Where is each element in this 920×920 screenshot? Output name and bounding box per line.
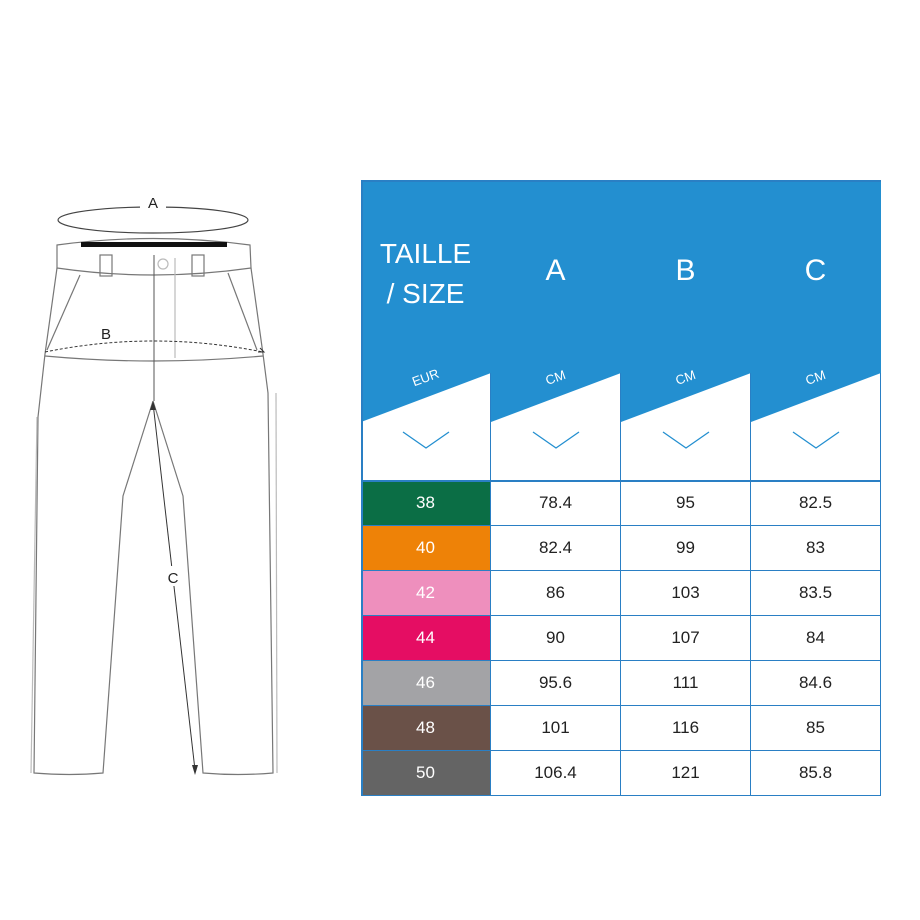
left-pocket (46, 274, 81, 351)
belt-loop-left (99, 254, 113, 277)
label-b: B (101, 326, 111, 343)
table-row: 46 95.6 111 84.6 (361, 661, 881, 706)
measure-b-line (44, 340, 264, 353)
label-c: C (168, 570, 179, 587)
size-cell: 46 (361, 661, 491, 706)
size-cell: 40 (361, 526, 491, 571)
table-row: 42 86 103 83.5 (361, 571, 881, 616)
table-row: 44 90 107 84 (361, 616, 881, 661)
column-title: B (675, 254, 696, 287)
button (157, 258, 169, 270)
waist-bar (81, 242, 227, 247)
measure-cell-b: 99 (621, 526, 751, 571)
chevron-down-icon (792, 431, 840, 449)
chevron-down-icon (402, 431, 450, 449)
size-cell: 42 (361, 571, 491, 616)
measure-cell-a: 95.6 (491, 661, 621, 706)
chevron-down-icon (532, 431, 580, 449)
size-cell: 48 (361, 706, 491, 751)
table-border (361, 480, 881, 482)
measure-cell-b: 111 (621, 661, 751, 706)
measure-cell-b: 116 (621, 706, 751, 751)
column-title-line2: / SIZE (386, 278, 465, 309)
size-cell: 38 (361, 481, 491, 526)
label-a: A (148, 195, 158, 212)
measure-cell-a: 101 (491, 706, 621, 751)
column-header-size[interactable]: TAILLE / SIZE EUR (361, 180, 491, 480)
column-header-c[interactable]: C CM (751, 180, 881, 480)
column-title: TAILLE (379, 238, 472, 269)
chevron-down-icon (662, 431, 710, 449)
measure-cell-c: 83 (751, 526, 881, 571)
measure-cell-c: 84.6 (751, 661, 881, 706)
table-border (361, 180, 363, 796)
table-row: 40 82.4 99 83 (361, 526, 881, 571)
table-border (361, 180, 881, 182)
table-row: 50 106.4 121 85.8 (361, 751, 881, 796)
size-cell: 50 (361, 751, 491, 796)
column-title: C (804, 254, 827, 287)
measure-cell-c: 82.5 (751, 481, 881, 526)
belt-loop-right (191, 254, 205, 277)
measure-cell-a: 106.4 (491, 751, 621, 796)
column-header-a[interactable]: A CM (491, 180, 621, 480)
measure-cell-a: 78.4 (491, 481, 621, 526)
measure-cell-b: 103 (621, 571, 751, 616)
measure-cell-a: 86 (491, 571, 621, 616)
pants-diagram: A B C (30, 195, 278, 776)
table-row: 38 78.4 95 82.5 (361, 481, 881, 526)
measure-cell-c: 85 (751, 706, 881, 751)
measure-cell-b: 95 (621, 481, 751, 526)
column-header-b[interactable]: B CM (621, 180, 751, 480)
measure-cell-b: 121 (621, 751, 751, 796)
measure-cell-c: 85.8 (751, 751, 881, 796)
measure-cell-c: 83.5 (751, 571, 881, 616)
column-title: A (545, 254, 566, 287)
measure-c-arrow (152, 402, 196, 771)
measure-cell-c: 84 (751, 616, 881, 661)
table-row: 48 101 116 85 (361, 706, 881, 751)
measure-cell-b: 107 (621, 616, 751, 661)
measure-cell-a: 82.4 (491, 526, 621, 571)
left-outer-seam (33, 267, 154, 776)
right-pocket (227, 272, 258, 351)
size-cell: 44 (361, 616, 491, 661)
measure-cell-a: 90 (491, 616, 621, 661)
right-outer-seam (152, 267, 274, 776)
